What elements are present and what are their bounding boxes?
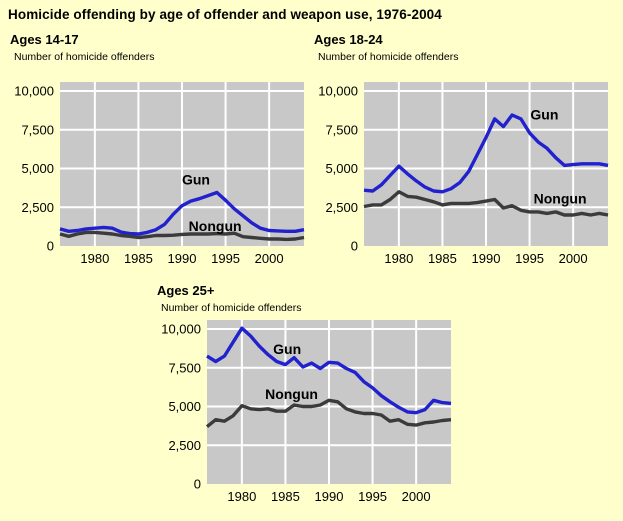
panel-title: Ages 25+ [157,283,215,298]
y-tick-label: 5,000 [168,399,201,414]
panel-title: Ages 18-24 [314,32,383,47]
panel-title: Ages 14-17 [10,32,79,47]
panel-ages-18-24: Ages 18-24 Number of homicide offenders … [304,32,610,278]
y-tick-label: 0 [47,239,54,254]
x-tick-label: 2000 [402,489,431,504]
panel-y-axis-label: Number of homicide offenders [14,51,155,63]
x-tick-label: 1985 [271,489,300,504]
y-tick-label: 10,000 [318,84,358,99]
x-tick-label: 2000 [559,251,588,266]
x-tick-label: 1980 [384,251,413,266]
nongun-series-label: Nongun [189,218,242,234]
x-tick-label: 1995 [211,251,240,266]
y-tick-label: 10,000 [14,84,54,99]
y-tick-label: 2,500 [21,200,54,215]
y-tick-label: 10,000 [161,322,201,337]
x-tick-label: 2000 [255,251,284,266]
x-tick-label: 1985 [428,251,457,266]
x-tick-label: 1990 [315,489,344,504]
x-tick-label: 1990 [168,251,197,266]
x-tick-label: 1995 [515,251,544,266]
panel-y-axis-label: Number of homicide offenders [318,51,459,63]
gun-series-label: Gun [182,171,210,187]
gun-series-label: Gun [273,341,301,357]
nongun-line [59,230,305,242]
y-tick-label: 0 [351,239,358,254]
nongun-series-label: Nongun [534,191,587,207]
nongun-line [205,398,452,429]
x-tick-label: 1985 [124,251,153,266]
gun-series-label: Gun [530,106,558,122]
x-tick-label: 1990 [472,251,501,266]
gun-line [59,190,305,236]
y-tick-label: 7,500 [325,122,358,137]
y-tick-label: 0 [194,477,201,492]
panel-ages-25-plus: Ages 25+ Number of homicide offenders Gu… [147,283,453,521]
gun-line [206,326,452,415]
panel-ages-14-17: Ages 14-17 Number of homicide offenders … [0,32,306,278]
y-tick-label: 2,500 [325,200,358,215]
chart-ages-18-24: Gun Nongun 0 2,500 5,000 7,500 10,000 1980 1985 1… [318,82,609,266]
y-tick-label: 2,500 [168,438,201,453]
y-tick-label: 7,500 [21,122,54,137]
y-tick-label: 5,000 [21,161,54,176]
gun-line [363,113,609,194]
y-tick-label: 7,500 [168,360,201,375]
x-tick-label: 1980 [227,489,256,504]
nongun-line [363,190,609,217]
x-tick-label: 1980 [80,251,109,266]
chart-ages-14-17: Gun Nongun 0 2,500 5,000 7,500 10,000 1980 1985 1… [14,82,305,266]
nongun-series-label: Nongun [265,386,318,402]
x-tick-label: 1995 [358,489,387,504]
y-tick-label: 5,000 [325,161,358,176]
chart-ages-25-plus: Gun Nongun 0 2,500 5,000 7,500 10,000 1980 1985 1… [161,320,452,504]
panel-y-axis-label: Number of homicide offenders [161,302,302,314]
figure-title: Homicide offending by age of offender an… [8,7,442,22]
